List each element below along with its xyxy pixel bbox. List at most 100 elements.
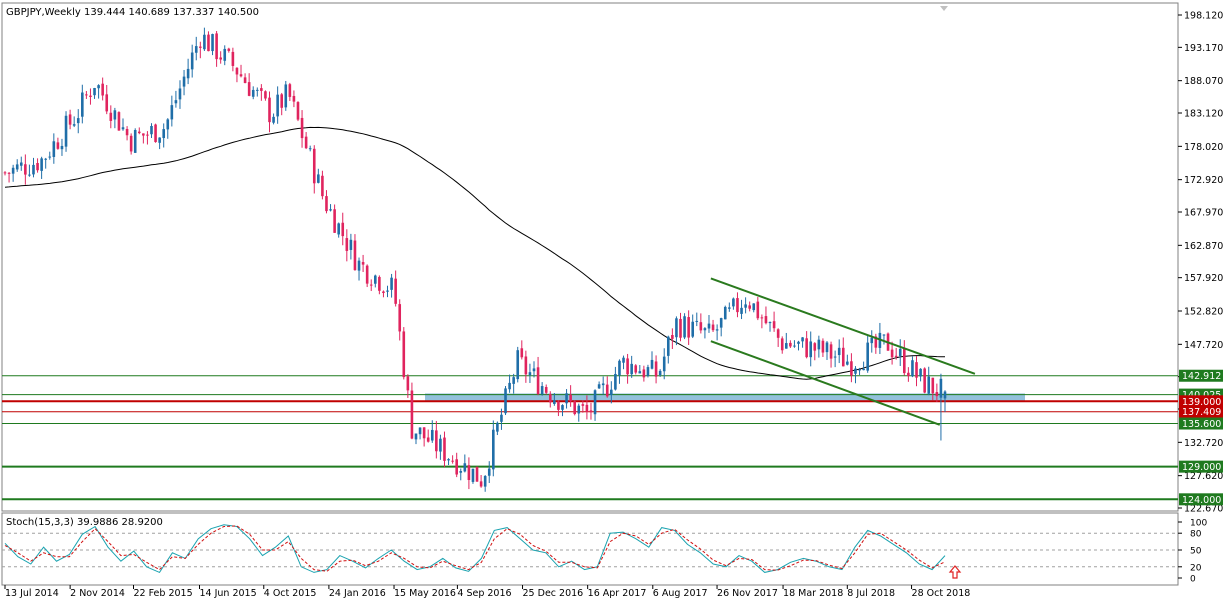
candle[interactable] xyxy=(44,157,47,169)
candle[interactable] xyxy=(276,86,279,124)
candle[interactable] xyxy=(40,156,43,179)
candle[interactable] xyxy=(97,84,100,99)
candle[interactable] xyxy=(304,132,308,150)
candle[interactable] xyxy=(251,86,255,100)
candle[interactable] xyxy=(532,361,536,378)
candle[interactable] xyxy=(500,408,503,430)
candle[interactable] xyxy=(797,340,800,351)
candle[interactable] xyxy=(736,292,739,318)
candle[interactable] xyxy=(394,270,397,307)
candle[interactable] xyxy=(414,433,418,445)
candle[interactable] xyxy=(618,359,621,384)
candle[interactable] xyxy=(483,475,487,492)
candle[interactable] xyxy=(146,131,149,145)
candle[interactable] xyxy=(772,311,776,332)
candle[interactable] xyxy=(459,468,463,481)
candle[interactable] xyxy=(211,33,214,56)
candle[interactable] xyxy=(479,474,483,488)
candle[interactable] xyxy=(728,302,731,312)
candle[interactable] xyxy=(170,95,174,127)
candle[interactable] xyxy=(113,107,117,129)
candle[interactable] xyxy=(162,123,166,148)
candle[interactable] xyxy=(882,334,886,345)
candle[interactable] xyxy=(288,82,292,102)
candle[interactable] xyxy=(752,303,756,313)
candle[interactable] xyxy=(101,77,104,101)
candle[interactable] xyxy=(898,339,902,366)
candle[interactable] xyxy=(137,127,141,135)
candle[interactable] xyxy=(390,273,393,298)
candle[interactable] xyxy=(833,350,837,368)
candle[interactable] xyxy=(378,275,381,295)
candle[interactable] xyxy=(829,341,833,368)
candle[interactable] xyxy=(430,420,434,443)
candle[interactable] xyxy=(272,113,275,125)
candle[interactable] xyxy=(744,297,747,314)
candle[interactable] xyxy=(235,67,239,83)
candle[interactable] xyxy=(703,327,707,339)
candle[interactable] xyxy=(764,306,768,325)
candle[interactable] xyxy=(475,466,479,482)
candle[interactable] xyxy=(760,314,764,329)
candle[interactable] xyxy=(789,340,792,349)
candle[interactable] xyxy=(557,400,560,417)
candle[interactable] xyxy=(321,170,324,200)
candle[interactable] xyxy=(422,427,426,447)
candle[interactable] xyxy=(524,350,528,383)
candle[interactable] xyxy=(239,64,243,78)
candle[interactable] xyxy=(915,356,918,387)
candle[interactable] xyxy=(748,301,751,312)
candle[interactable] xyxy=(402,327,406,380)
candle[interactable] xyxy=(699,313,703,334)
candle[interactable] xyxy=(687,310,690,345)
candle[interactable] xyxy=(357,257,361,281)
candle[interactable] xyxy=(805,331,808,359)
candle[interactable] xyxy=(870,330,874,353)
candle[interactable] xyxy=(894,348,898,360)
candle[interactable] xyxy=(398,299,402,341)
candle[interactable] xyxy=(561,404,564,417)
candle[interactable] xyxy=(935,383,939,402)
candle[interactable] xyxy=(732,297,735,310)
candle[interactable] xyxy=(89,88,92,105)
candle[interactable] xyxy=(911,356,914,378)
candle[interactable] xyxy=(64,111,68,152)
candle[interactable] xyxy=(675,316,678,346)
candle[interactable] xyxy=(72,116,76,128)
candle[interactable] xyxy=(622,355,625,370)
candle[interactable] xyxy=(565,389,568,409)
candle[interactable] xyxy=(610,381,613,404)
candle[interactable] xyxy=(540,382,544,396)
candle[interactable] xyxy=(410,382,414,440)
candle[interactable] xyxy=(406,374,410,398)
candle[interactable] xyxy=(418,427,422,440)
candle[interactable] xyxy=(707,314,711,333)
candle[interactable] xyxy=(504,386,507,416)
candle[interactable] xyxy=(190,44,194,78)
candle[interactable] xyxy=(662,348,666,380)
candle[interactable] xyxy=(809,331,813,367)
candle[interactable] xyxy=(365,264,369,288)
candle[interactable] xyxy=(931,377,935,401)
candle[interactable] xyxy=(121,118,125,131)
candle[interactable] xyxy=(768,321,772,332)
candle[interactable] xyxy=(24,154,27,185)
candle[interactable] xyxy=(630,355,633,378)
stoch-signal-line[interactable] xyxy=(4,525,946,572)
candle[interactable] xyxy=(292,90,296,108)
candle[interactable] xyxy=(654,355,658,384)
candle[interactable] xyxy=(846,354,849,366)
candle[interactable] xyxy=(516,346,520,383)
candle[interactable] xyxy=(247,73,251,97)
candle[interactable] xyxy=(866,335,869,373)
candle[interactable] xyxy=(19,156,23,171)
candle[interactable] xyxy=(927,366,931,396)
candle[interactable] xyxy=(691,314,695,339)
candle[interactable] xyxy=(186,58,190,85)
candle[interactable] xyxy=(260,84,263,101)
candle[interactable] xyxy=(178,80,182,109)
candle[interactable] xyxy=(300,110,304,148)
candle[interactable] xyxy=(801,337,804,348)
candle[interactable] xyxy=(715,324,719,341)
candle[interactable] xyxy=(825,341,829,360)
